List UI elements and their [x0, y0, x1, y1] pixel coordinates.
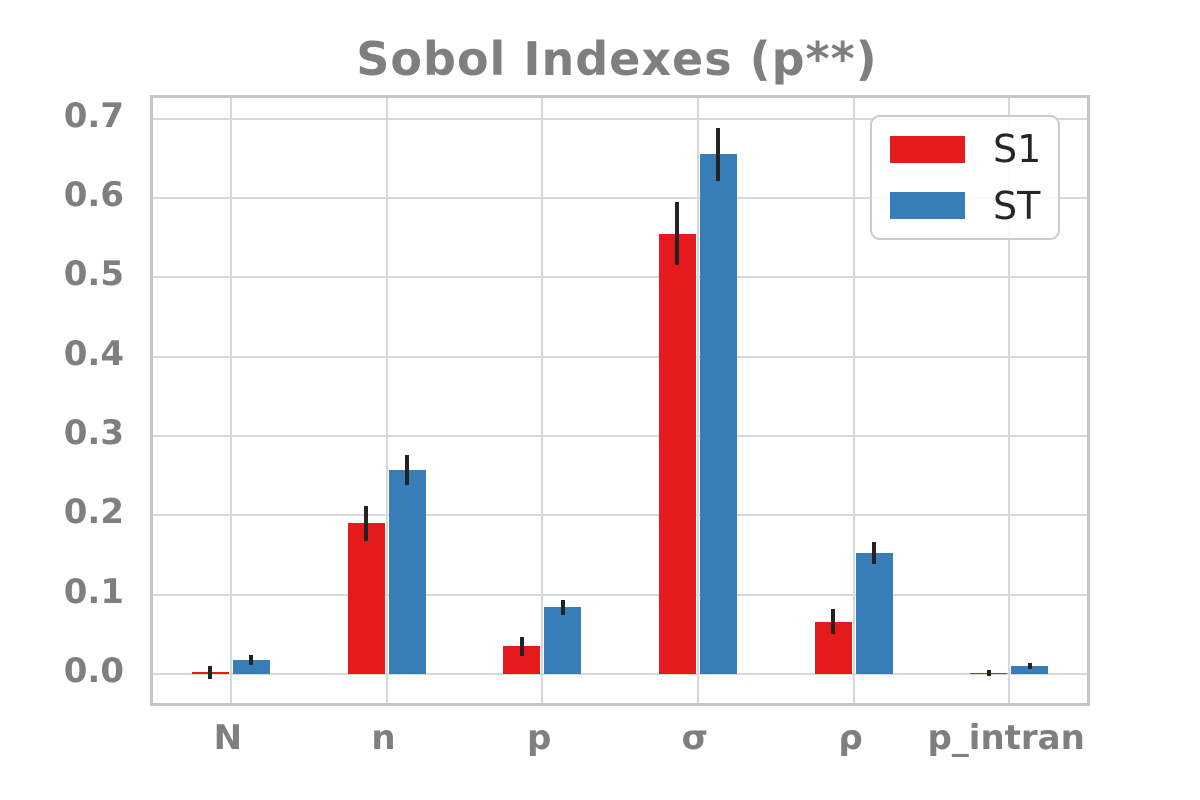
- bar-st-p_intran: [1011, 666, 1049, 675]
- errorbar-st-p: [560, 600, 565, 615]
- x-gridline-p: [541, 98, 544, 703]
- errorbar-s1-n: [364, 505, 368, 541]
- errorbar-st-p_intran: [1027, 662, 1032, 670]
- legend-item-st: ST: [872, 186, 1058, 226]
- y-tick-label-0.5: 0.5: [63, 254, 124, 295]
- y-gridline-0.7: [153, 117, 1087, 120]
- y-gridline-0.6: [153, 196, 1087, 199]
- errorbar-s1-ρ: [831, 608, 835, 635]
- errorbar-s1-p_intran: [986, 670, 991, 677]
- s1-color-swatch: [890, 135, 965, 163]
- y-gridline-0.1: [153, 593, 1087, 596]
- bar-s1-n: [347, 523, 385, 675]
- y-tick-label-0.2: 0.2: [63, 492, 124, 533]
- x-tick-label-p_intran: p_intran: [927, 718, 1085, 758]
- bar-s1-σ: [658, 233, 696, 675]
- bar-st-n: [388, 470, 426, 675]
- x-tick-label-p: p: [526, 718, 552, 758]
- x-gridline-N: [229, 98, 232, 703]
- x-gridline-p_intran: [1008, 98, 1011, 703]
- y-tick-label-0.4: 0.4: [63, 333, 124, 374]
- errorbar-st-σ: [716, 128, 721, 181]
- legend-label-st: ST: [993, 183, 1041, 228]
- y-tick-label-0.1: 0.1: [63, 571, 124, 612]
- legend: S1 ST: [870, 115, 1060, 240]
- errorbar-st-ρ: [872, 541, 876, 564]
- bar-st-N: [232, 659, 270, 675]
- x-tick-label-n: n: [371, 718, 396, 758]
- y-gridline-0.0: [153, 673, 1087, 676]
- bar-st-p: [544, 607, 582, 675]
- x-gridline-σ: [696, 98, 699, 703]
- x-tick-label-σ: σ: [681, 718, 709, 758]
- y-tick-label-0.0: 0.0: [63, 651, 124, 692]
- y-tick-label-0.7: 0.7: [63, 95, 124, 136]
- st-color-swatch: [890, 192, 965, 220]
- x-tick-label-N: N: [213, 718, 243, 758]
- y-gridline-0.2: [153, 514, 1087, 517]
- y-gridline-0.3: [153, 435, 1087, 437]
- errorbar-s1-σ: [675, 201, 680, 266]
- y-gridline-0.5: [153, 276, 1087, 279]
- errorbar-st-N: [249, 654, 254, 665]
- legend-label-s1: S1: [993, 127, 1042, 172]
- legend-item-s1: S1: [872, 129, 1058, 169]
- bar-st-σ: [699, 154, 737, 675]
- x-gridline-n: [385, 98, 388, 703]
- errorbar-s1-p: [519, 636, 524, 656]
- errorbar-s1-N: [208, 666, 213, 679]
- errorbar-st-n: [405, 455, 409, 486]
- chart-title: Sobol Indexes (p**): [356, 32, 878, 86]
- y-gridline-0.4: [153, 355, 1087, 358]
- y-tick-label-0.3: 0.3: [63, 413, 124, 453]
- y-tick-label-0.6: 0.6: [63, 174, 124, 215]
- bar-st-ρ: [855, 552, 893, 675]
- x-tick-label-ρ: ρ: [838, 718, 863, 758]
- x-gridline-ρ: [852, 98, 855, 703]
